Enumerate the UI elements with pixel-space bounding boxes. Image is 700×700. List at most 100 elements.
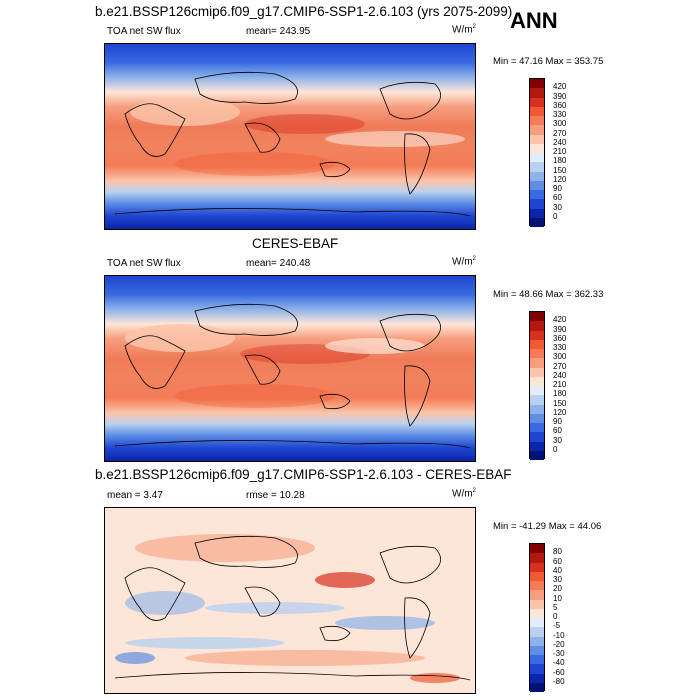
- colorbar-swatch: [530, 682, 544, 692]
- colorbar-tick-label: 300: [553, 119, 567, 129]
- panel3-title: b.e21.BSSP126cmip6.f09_g17.CMIP6-SSP1-2.…: [95, 467, 512, 482]
- panel1-units: W/m2: [452, 24, 476, 36]
- colorbar-swatch: [530, 423, 544, 433]
- colorbar-swatch: [530, 180, 544, 190]
- colorbar-tick-label: 80: [553, 547, 562, 557]
- colorbar-swatch: [530, 349, 544, 359]
- colorbar-tick-label: 330: [553, 110, 567, 119]
- colorbar-tick-label: 300: [553, 352, 567, 362]
- panel2-title: CERES-EBAF: [252, 236, 339, 251]
- colorbar-swatch: [530, 581, 544, 591]
- panel3-minmax: Min = -41.29 Max = 44.06: [493, 521, 602, 532]
- colorbar-tick-label: 60: [553, 426, 562, 436]
- colorbar-tick-label: 210: [553, 147, 567, 156]
- colorbar-tick-label: 10: [553, 593, 562, 603]
- colorbar-swatch: [530, 208, 544, 218]
- colorbar-swatch: [530, 386, 544, 396]
- coastlines: [114, 71, 471, 217]
- colorbar-swatch: [530, 367, 544, 377]
- colorbar-tick-label: 210: [553, 380, 567, 389]
- colorbar-swatch: [530, 321, 544, 331]
- panel2-mean: mean= 240.48: [246, 258, 311, 269]
- colorbar-tick-label: 270: [553, 361, 567, 371]
- colorbar-tick-label: 180: [553, 389, 567, 399]
- colorbar-tick-label: 0: [553, 612, 558, 621]
- panel1-colorbar: [529, 78, 545, 227]
- colorbar-tick-label: 270: [553, 128, 567, 138]
- colorbar-tick-label: 180: [553, 156, 567, 166]
- panel1-map: [104, 43, 476, 230]
- colorbar-tick-label: 150: [553, 165, 567, 175]
- colorbar-tick-label: 90: [553, 184, 562, 193]
- colorbar-swatch: [530, 599, 544, 609]
- colorbar-tick-label: 420: [553, 82, 567, 92]
- colorbar-swatch: [530, 116, 544, 126]
- season-label: ANN: [510, 8, 558, 33]
- panel1-title: b.e21.BSSP126cmip6.f09_g17.CMIP6-SSP1-2.…: [95, 4, 513, 19]
- colorbar-tick-label: 40: [553, 565, 562, 575]
- colorbar-tick-label: 420: [553, 315, 567, 325]
- colorbar-swatch: [530, 432, 544, 442]
- coastlines: [114, 535, 471, 681]
- colorbar-swatch: [530, 571, 544, 581]
- colorbar-tick-label: 240: [553, 137, 567, 147]
- panel1-mean: mean= 243.95: [246, 26, 311, 37]
- colorbar-swatch: [530, 636, 544, 646]
- colorbar-tick-label: -60: [553, 667, 565, 677]
- colorbar-swatch: [530, 88, 544, 98]
- colorbar-tick-label: 0: [553, 444, 558, 454]
- colorbar-tick-label: -40: [553, 658, 565, 668]
- colorbar-swatch: [530, 106, 544, 116]
- colorbar-tick-label: 90: [553, 417, 562, 426]
- colorbar-swatch: [530, 97, 544, 107]
- panel2-field-label: TOA net SW flux: [107, 258, 181, 269]
- colorbar-swatch: [530, 125, 544, 135]
- colorbar-swatch: [530, 79, 544, 89]
- colorbar-swatch: [530, 395, 544, 405]
- colorbar-swatch: [530, 162, 544, 172]
- colorbar-tick-label: 240: [553, 370, 567, 380]
- colorbar-tick-label: 330: [553, 343, 567, 352]
- panel3-colorbar: [529, 543, 545, 692]
- colorbar-tick-label: 5: [553, 602, 558, 612]
- colorbar-swatch: [530, 171, 544, 181]
- colorbar-swatch: [530, 562, 544, 572]
- colorbar-swatch: [530, 339, 544, 349]
- colorbar-swatch: [530, 134, 544, 144]
- panel2-colorbar: [529, 311, 545, 460]
- colorbar-swatch: [530, 590, 544, 600]
- colorbar-tick-label: 360: [553, 100, 567, 110]
- panel3-map: [104, 507, 476, 694]
- coastlines: [114, 303, 471, 449]
- panel2-map: [104, 275, 476, 462]
- colorbar-swatch: [530, 190, 544, 200]
- colorbar-tick-label: 30: [553, 575, 562, 584]
- colorbar-tick-label: -5: [553, 621, 561, 631]
- colorbar-swatch: [530, 312, 544, 322]
- colorbar-swatch: [530, 673, 544, 683]
- colorbar-swatch: [530, 143, 544, 153]
- colorbar-swatch: [530, 655, 544, 665]
- colorbar-swatch: [530, 153, 544, 163]
- colorbar-swatch: [530, 413, 544, 423]
- colorbar-tick-label: 0: [553, 211, 558, 221]
- colorbar-swatch: [530, 544, 544, 554]
- colorbar-swatch: [530, 330, 544, 340]
- panel3-rmse: rmse = 10.28: [246, 490, 305, 501]
- colorbar-tick-label: 120: [553, 407, 567, 417]
- colorbar-swatch: [530, 217, 544, 227]
- panel2-units: W/m2: [452, 256, 476, 268]
- colorbar-tick-label: 20: [553, 584, 562, 594]
- panel3-mean: mean = 3.47: [107, 490, 163, 501]
- colorbar-swatch: [530, 553, 544, 563]
- colorbar-swatch: [530, 450, 544, 460]
- colorbar-tick-label: 390: [553, 324, 567, 334]
- panel1-minmax: Min = 47.16 Max = 353.75: [493, 56, 604, 67]
- colorbar-tick-label: 390: [553, 91, 567, 101]
- colorbar-tick-label: -80: [553, 676, 565, 686]
- colorbar-swatch: [530, 358, 544, 368]
- colorbar-tick-label: 30: [553, 202, 562, 212]
- panel3-units: W/m2: [452, 488, 476, 500]
- colorbar-swatch: [530, 376, 544, 386]
- colorbar-swatch: [530, 627, 544, 637]
